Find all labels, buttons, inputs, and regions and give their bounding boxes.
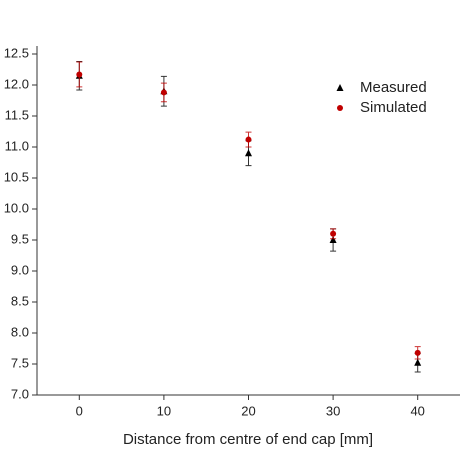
circle-marker <box>160 89 167 96</box>
y-tick-label: 8.0 <box>11 324 29 339</box>
legend-marker <box>337 105 343 111</box>
y-tick-label: 9.5 <box>11 231 29 246</box>
y-tick-label: 12.0 <box>4 76 29 91</box>
y-tick-label: 8.5 <box>11 293 29 308</box>
x-tick-label: 40 <box>410 403 424 418</box>
x-tick-label: 30 <box>326 403 340 418</box>
x-tick-label: 0 <box>76 403 83 418</box>
x-tick-label: 20 <box>241 403 255 418</box>
y-tick-label: 12.5 <box>4 45 29 60</box>
y-tick-label: 9.0 <box>11 262 29 277</box>
y-tick-label: 10.0 <box>4 200 29 215</box>
y-tick-label: 7.5 <box>11 355 29 370</box>
y-tick-label: 11.5 <box>5 107 29 122</box>
circle-marker <box>330 230 337 237</box>
circle-marker <box>76 71 83 78</box>
circle-marker <box>414 349 421 356</box>
circle-marker <box>245 136 252 143</box>
y-tick-label: 7.0 <box>11 386 29 401</box>
legend-label: Simulated <box>360 99 427 116</box>
y-tick-label: 10.5 <box>4 169 29 184</box>
legend-label: Measured <box>360 79 427 96</box>
x-axis-label: Distance from centre of end cap [mm] <box>123 431 373 448</box>
triangle-marker <box>245 149 252 157</box>
y-tick-label: 11.0 <box>5 138 29 153</box>
x-tick-label: 10 <box>157 403 171 418</box>
triangle-marker <box>414 358 422 366</box>
triangle-marker <box>329 236 337 243</box>
legend-marker <box>336 84 344 91</box>
